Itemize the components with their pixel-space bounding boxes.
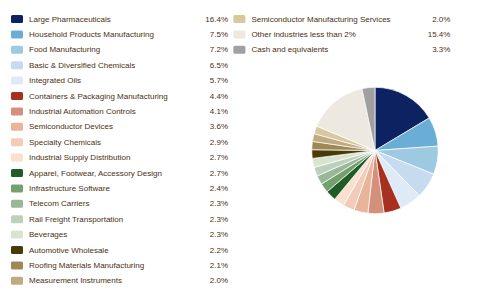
svg-text:2.0%: 2.0% (432, 15, 450, 24)
svg-text:3.3%: 3.3% (432, 45, 450, 54)
svg-text:7.5%: 7.5% (210, 30, 228, 39)
svg-text:Specialty Chemicals: Specialty Chemicals (29, 138, 101, 147)
svg-text:6.5%: 6.5% (210, 61, 228, 70)
svg-text:2.7%: 2.7% (210, 153, 228, 162)
svg-text:Basic & Diversified Chemicals: Basic & Diversified Chemicals (29, 61, 135, 70)
svg-text:Semiconductor Devices: Semiconductor Devices (29, 122, 113, 131)
svg-text:2.0%: 2.0% (210, 276, 228, 285)
svg-text:Measurement Instruments: Measurement Instruments (29, 276, 122, 285)
svg-text:2.3%: 2.3% (210, 230, 228, 239)
svg-text:Food Manufacturing: Food Manufacturing (29, 45, 100, 54)
svg-text:Rail Freight Transportation: Rail Freight Transportation (29, 215, 123, 224)
svg-text:2.3%: 2.3% (210, 215, 228, 224)
svg-text:4.1%: 4.1% (210, 107, 228, 116)
svg-text:Telecom Carriers: Telecom Carriers (29, 199, 89, 208)
svg-text:Cash and equivalents: Cash and equivalents (251, 45, 328, 54)
svg-text:Integrated Oils: Integrated Oils (29, 76, 81, 85)
svg-text:Household Products Manufacturi: Household Products Manufacturing (29, 30, 154, 39)
svg-text:Large Pharmaceuticals: Large Pharmaceuticals (29, 15, 111, 24)
svg-text:Beverages: Beverages (29, 230, 67, 239)
svg-text:2.1%: 2.1% (210, 261, 228, 270)
svg-text:7.2%: 7.2% (210, 45, 228, 54)
svg-text:16.4%: 16.4% (205, 15, 228, 24)
svg-text:Industrial Supply Distribution: Industrial Supply Distribution (29, 153, 130, 162)
svg-text:2.7%: 2.7% (210, 169, 228, 178)
svg-text:Automotive Wholesale: Automotive Wholesale (29, 246, 109, 255)
svg-text:2.2%: 2.2% (210, 246, 228, 255)
svg-text:Apparel, Footwear, Accessory D: Apparel, Footwear, Accessory Design (29, 169, 162, 178)
svg-text:5.7%: 5.7% (210, 76, 228, 85)
svg-text:2.4%: 2.4% (210, 184, 228, 193)
svg-text:15.4%: 15.4% (428, 30, 451, 39)
svg-text:Containers & Packaging Manufac: Containers & Packaging Manufacturing (29, 92, 168, 101)
svg-text:Other industries less than 2%: Other industries less than 2% (251, 30, 356, 39)
svg-text:Roofing Materials Manufacturin: Roofing Materials Manufacturing (29, 261, 144, 270)
svg-text:2.3%: 2.3% (210, 199, 228, 208)
svg-text:Infrastructure Software: Infrastructure Software (29, 184, 110, 193)
svg-text:2.9%: 2.9% (210, 138, 228, 147)
svg-text:Semiconductor Manufacturing Se: Semiconductor Manufacturing Services (251, 15, 390, 24)
svg-text:4.4%: 4.4% (210, 92, 228, 101)
svg-text:Industrial Automation Controls: Industrial Automation Controls (29, 107, 136, 116)
svg-text:3.6%: 3.6% (210, 122, 228, 131)
